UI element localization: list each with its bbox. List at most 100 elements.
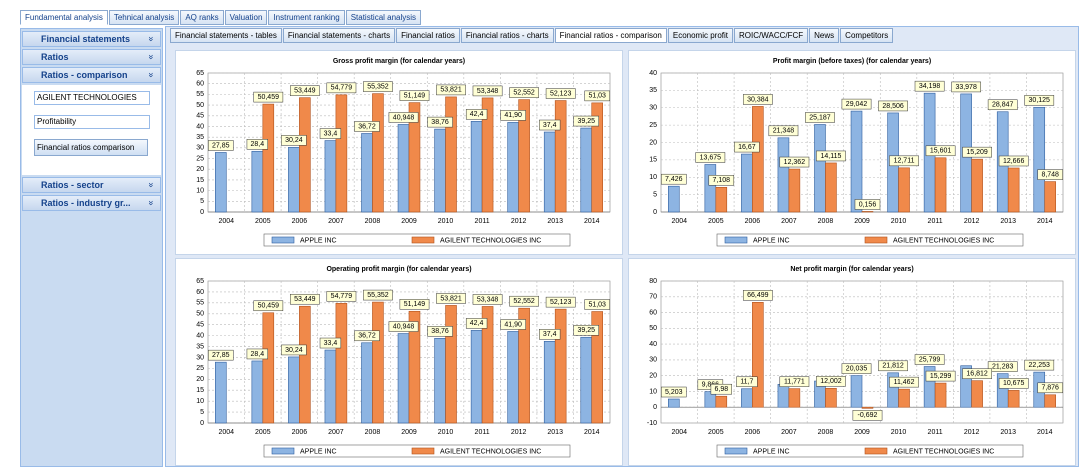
sub-tab[interactable]: News [809,28,840,43]
value-label-box [998,155,1029,167]
value-label: 7,426 [665,176,683,183]
sub-tab[interactable]: Financial statements - charts [282,28,396,43]
section-header[interactable]: Ratios [22,49,161,65]
value-label: 27,85 [212,352,230,359]
value-label-box [319,337,342,349]
value-label: 51,149 [404,92,426,99]
legend-label: APPLE INC [300,448,337,455]
value-label: 12,362 [784,159,806,166]
tab[interactable]: Fundamental analysis [20,10,108,25]
value-label-box [388,112,419,123]
chart: Gross profit margin (for calendar years)… [196,58,611,247]
value-label: 52,123 [550,299,572,306]
x-tick-label: 2005 [255,429,271,436]
y-tick-label: 10 [196,398,204,405]
y-tick-label: 20 [649,373,657,380]
value-label: 11,462 [894,379,915,386]
x-tick-label: 2008 [818,218,834,225]
x-tick-label: 2008 [818,429,834,436]
tab[interactable]: AQ ranks [180,10,224,25]
x-tick-label: 2010 [891,429,907,436]
bar [397,124,410,213]
bar [715,395,728,408]
value-label-box [354,330,380,342]
value-label: 15,601 [930,148,952,155]
sub-tab[interactable]: ROIC/WACC/FCF [734,28,809,43]
value-label-box [661,173,687,185]
value-label: 7,108 [713,177,731,184]
x-tick-label: 2009 [401,429,417,436]
section-header[interactable]: Financial statements [22,31,161,47]
bar [1007,390,1020,408]
sub-tab[interactable]: Financial ratios [396,28,460,43]
y-tick-label: 40 [196,123,204,130]
company-select[interactable]: AGILENT TECHNOLOGIES [34,91,150,105]
x-tick-label: 2007 [781,218,797,225]
sub-tab[interactable]: Financial statements - tables [170,28,282,43]
value-label-box [465,109,488,120]
section-header[interactable]: Ratios - comparison [22,67,161,83]
tab[interactable]: Instrument ranking [268,10,345,25]
value-label: 10,675 [1003,380,1025,387]
sub-tab[interactable]: Competitors [840,28,894,43]
sub-tab[interactable]: Financial ratios - comparison [554,28,667,43]
bar [361,342,373,424]
bar [288,147,300,213]
x-tick-label: 2005 [708,218,724,225]
value-label: 9,866 [702,381,720,388]
value-label-box [253,300,284,312]
value-label-box [742,290,773,301]
group-select[interactable]: Profitability [34,115,150,129]
value-label: 30,384 [747,96,769,103]
value-label-box [816,150,846,162]
value-label-box [354,121,380,132]
value-label: 25,187 [809,114,831,121]
bar [850,375,863,408]
tab[interactable]: Tehnical analysis [108,10,180,25]
value-label: 28,506 [882,103,904,110]
value-label-box [736,376,758,388]
value-label: 50,459 [258,94,280,101]
value-label-box [472,294,503,305]
compare-button[interactable]: Financial ratios comparison [34,139,148,156]
bar [898,388,910,408]
y-tick-label: 50 [196,102,204,109]
value-label: 30,125 [1029,97,1051,104]
value-label: -0,692 [858,412,878,419]
value-label: 37,4 [543,122,557,129]
value-label: 37,4 [543,331,557,338]
value-label: 22,253 [1029,362,1051,369]
chart-title: Operating profit margin (for calendar ye… [326,266,471,273]
x-tick-label: 2005 [255,218,271,225]
value-label-box [208,140,234,151]
value-label: 11,7 [740,379,753,386]
value-label: 53,449 [294,296,316,303]
bar [251,360,264,424]
bar [741,153,753,213]
sub-tab[interactable]: Financial ratios - charts [460,28,554,43]
tab[interactable]: Valuation [224,10,268,25]
chart: Operating profit margin (for calendar ye… [196,266,611,458]
y-tick-label: 30 [196,145,204,152]
legend-swatch [271,236,295,244]
section-header[interactable]: Ratios - industry gr... [22,195,161,211]
bar [715,186,728,213]
chart-title: Gross profit margin (for calendar years) [333,58,465,65]
y-tick-label: 5 [200,198,204,205]
bar [788,388,801,408]
y-tick-label: 25 [649,122,657,129]
y-tick-label: 0 [200,420,204,427]
y-tick-label: 45 [196,113,204,120]
value-label-box [962,368,992,379]
section-header[interactable]: Ratios - sector [22,177,161,193]
sub-tab[interactable]: Economic profit [667,28,734,43]
x-tick-label: 2008 [365,429,381,436]
bar [741,388,753,408]
bar [1033,107,1046,213]
value-label-box [427,326,453,337]
x-tick-label: 2010 [891,218,907,225]
chart-panel: Profit margin (before taxes) (for calend… [628,50,1076,255]
tab[interactable]: Statistical analysis [345,10,422,25]
value-label-box [573,115,599,127]
